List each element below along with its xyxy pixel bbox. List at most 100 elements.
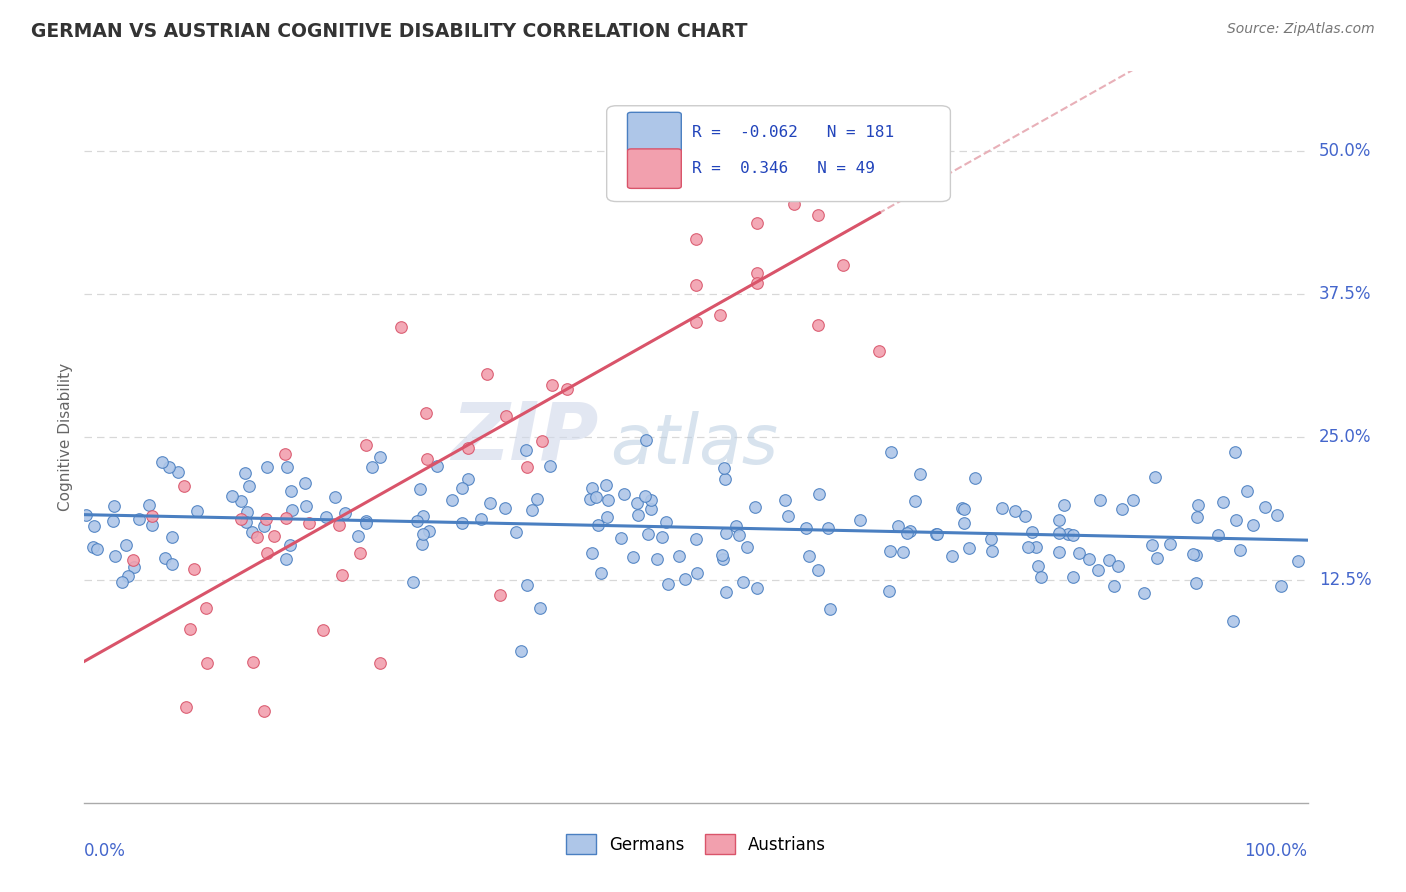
Point <box>138 498 160 512</box>
Point <box>925 526 948 541</box>
Point <box>898 524 921 538</box>
Point <box>195 600 218 615</box>
Point <box>1212 495 1234 509</box>
Y-axis label: Cognitive Disability: Cognitive Disability <box>58 363 73 511</box>
Point <box>980 543 1002 558</box>
Point <box>295 499 318 513</box>
Point <box>1133 585 1156 599</box>
Text: 12.5%: 12.5% <box>1319 571 1371 589</box>
Point <box>389 319 412 334</box>
Point <box>426 458 449 473</box>
Point <box>807 208 830 222</box>
Point <box>1067 546 1090 560</box>
Point <box>745 582 768 596</box>
Point <box>773 492 796 507</box>
Point <box>253 705 276 719</box>
Point <box>451 516 474 531</box>
Point <box>1047 513 1070 527</box>
Point <box>117 569 139 583</box>
Point <box>347 529 370 543</box>
Point <box>673 572 696 586</box>
Point <box>626 496 648 510</box>
Point <box>104 549 127 564</box>
Point <box>1222 614 1244 628</box>
Point <box>1031 570 1053 584</box>
Point <box>253 519 276 533</box>
Text: GERMAN VS AUSTRIAN COGNITIVE DISABILITY CORRELATION CHART: GERMAN VS AUSTRIAN COGNITIVE DISABILITY … <box>31 22 748 41</box>
Point <box>174 700 197 714</box>
Point <box>229 493 252 508</box>
Point <box>254 512 277 526</box>
Point <box>581 546 603 560</box>
Point <box>141 509 163 524</box>
Point <box>925 526 948 541</box>
Point <box>747 216 769 230</box>
Point <box>877 584 900 599</box>
Point <box>831 145 853 159</box>
Point <box>716 585 738 599</box>
Point <box>799 549 821 564</box>
Point <box>710 548 733 562</box>
Point <box>231 512 253 526</box>
Point <box>516 577 538 591</box>
Point <box>686 566 709 580</box>
Point <box>402 575 425 590</box>
Point <box>818 602 841 616</box>
Point <box>246 530 269 544</box>
Point <box>330 567 353 582</box>
Point <box>405 514 427 528</box>
Point <box>276 460 298 475</box>
Point <box>1229 543 1251 558</box>
Point <box>634 489 657 503</box>
Text: 50.0%: 50.0% <box>1319 143 1371 161</box>
Point <box>440 492 463 507</box>
Point <box>540 378 562 392</box>
Point <box>1052 498 1074 512</box>
Point <box>478 496 501 510</box>
Point <box>904 493 927 508</box>
FancyBboxPatch shape <box>627 112 682 152</box>
Point <box>349 546 371 560</box>
Point <box>114 538 136 552</box>
Point <box>409 482 432 496</box>
Point <box>280 483 302 498</box>
Point <box>354 438 377 452</box>
Point <box>153 550 176 565</box>
Point <box>747 276 769 290</box>
Point <box>744 500 766 514</box>
Point <box>685 315 707 329</box>
Point <box>1102 579 1125 593</box>
Point <box>412 508 434 523</box>
Point <box>668 549 690 563</box>
Point <box>645 552 668 566</box>
Point <box>494 501 516 516</box>
Point <box>1185 575 1208 590</box>
Point <box>412 526 434 541</box>
Point <box>1004 504 1026 518</box>
Point <box>578 491 600 506</box>
Point <box>991 501 1014 516</box>
Point <box>1140 538 1163 552</box>
Point <box>495 409 517 423</box>
Point <box>776 509 799 524</box>
Point <box>150 455 173 469</box>
Point <box>1144 470 1167 484</box>
Text: 25.0%: 25.0% <box>1319 428 1371 446</box>
Point <box>657 576 679 591</box>
Point <box>613 487 636 501</box>
Point <box>651 530 673 544</box>
Point <box>1028 558 1050 573</box>
Text: 0.0%: 0.0% <box>84 842 127 860</box>
Point <box>312 623 335 637</box>
Point <box>488 588 510 602</box>
Point <box>685 232 707 246</box>
Point <box>950 500 973 515</box>
Point <box>368 450 391 465</box>
Point <box>103 500 125 514</box>
Point <box>236 504 259 518</box>
Point <box>278 538 301 552</box>
Point <box>83 518 105 533</box>
Point <box>685 533 707 547</box>
Point <box>831 258 853 272</box>
Point <box>589 566 612 581</box>
